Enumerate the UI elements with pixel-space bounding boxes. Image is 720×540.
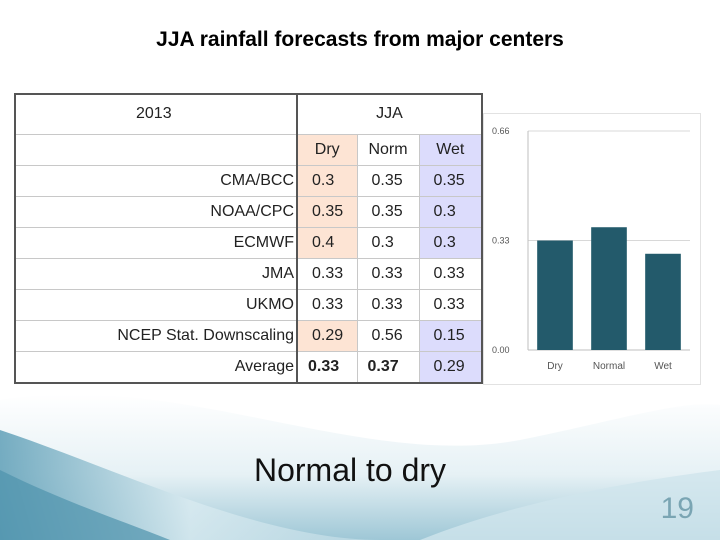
table-row: CMA/BCC 0.3 0.35 0.35 [14,164,484,196]
row-center-label: ECMWF [14,226,298,258]
cell-dry: 0.3 [296,164,357,196]
column-header-norm: Norm [356,133,419,165]
bar-dry [537,240,573,350]
row-center-label: NOAA/CPC [14,195,298,227]
cell-dry: 0.35 [296,195,357,227]
slide-subtitle: Normal to dry [253,452,447,488]
cell-norm: 0.3 [356,226,419,258]
slide-title: JJA rainfall forecasts from major center… [156,28,564,51]
table-row: JMA 0.33 0.33 0.33 [14,257,484,289]
cell-avg-norm: 0.37 [356,350,419,384]
table-row: NCEP Stat. Downscaling 0.29 0.56 0.15 [14,319,484,351]
cell-norm: 0.35 [356,164,419,196]
average-probability-chart: 0.00 0.33 0.66 Dry Normal Wet [483,113,701,385]
cell-avg-dry: 0.33 [296,350,357,384]
row-center-label: CMA/BCC [14,164,298,196]
x-tick-label-wet: Wet [654,361,672,372]
cell-dry: 0.29 [296,319,357,351]
table-row: UKMO 0.33 0.33 0.33 [14,288,484,320]
cell-norm: 0.56 [356,319,419,351]
row-center-label: JMA [14,257,298,289]
x-tick-label-normal: Normal [593,361,625,372]
bar-wet [645,253,681,350]
cell-wet: 0.33 [418,257,484,289]
cell-dry: 0.33 [296,257,357,289]
row-center-label: UKMO [14,288,298,320]
table-row-average: Average 0.33 0.37 0.29 [14,350,484,384]
cell-wet: 0.3 [418,195,484,227]
cell-norm: 0.33 [356,257,419,289]
cell-wet: 0.3 [418,226,484,258]
chart-svg: 0.00 0.33 0.66 Dry Normal Wet [492,126,690,372]
cell-wet: 0.15 [418,319,484,351]
cell-norm: 0.33 [356,288,419,320]
table-row: ECMWF 0.4 0.3 0.3 [14,226,484,258]
table-corner-cell [14,133,298,165]
column-header-dry: Dry [296,133,357,165]
cell-avg-wet: 0.29 [418,350,484,384]
table-row: NOAA/CPC 0.35 0.35 0.3 [14,195,484,227]
y-tick-label: 0.00 [492,345,510,355]
y-tick-label: 0.66 [492,126,510,136]
cell-dry: 0.33 [296,288,357,320]
column-header-wet: Wet [418,133,484,165]
forecast-table-panel: 2013 JJA Dry Norm Wet CMA/BCC 0.3 0.35 0… [14,67,484,384]
row-average-label: Average [14,350,298,384]
page-number: 19 [660,492,694,525]
cell-norm: 0.35 [356,195,419,227]
y-tick-label: 0.33 [492,236,510,246]
cell-dry: 0.4 [296,226,357,258]
table-season-header: JJA [297,93,484,134]
cell-wet: 0.33 [418,288,484,320]
x-tick-label-dry: Dry [547,361,563,372]
table-year-header: 2013 [14,93,298,134]
row-center-label: NCEP Stat. Downscaling [14,319,298,351]
cell-wet: 0.35 [418,164,484,196]
bar-normal [591,227,627,350]
forecast-table: 2013 JJA Dry Norm Wet CMA/BCC 0.3 0.35 0… [14,93,484,384]
